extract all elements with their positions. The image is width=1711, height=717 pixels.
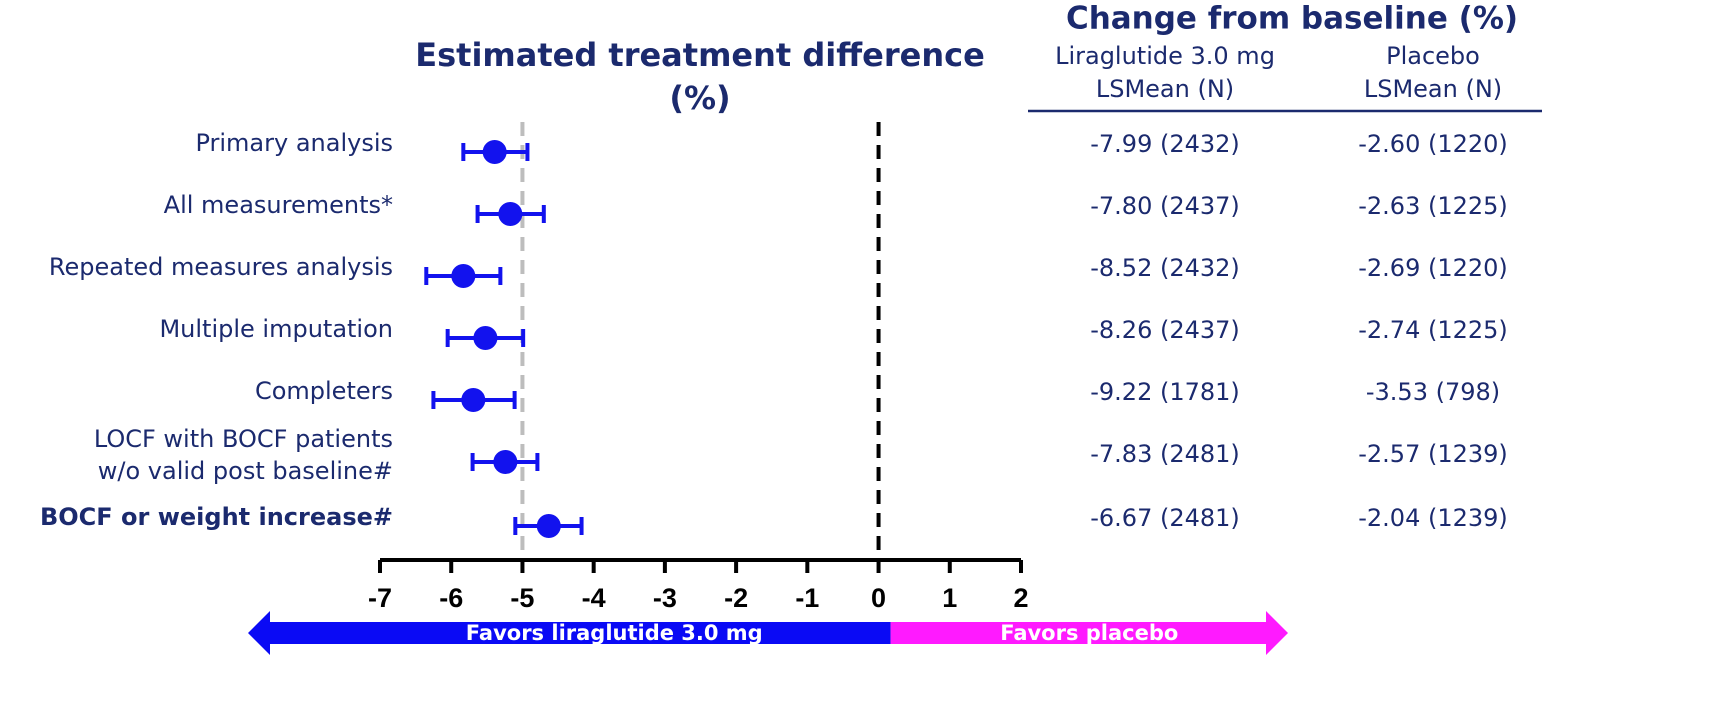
x-tick-label: -1 [795,583,819,613]
point-estimate [473,326,498,350]
table-cell: -3.53 (798) [1366,378,1500,406]
column-header: Placebo [1386,42,1480,70]
table-cell: -8.26 (2437) [1090,316,1240,344]
point-estimate [536,514,561,538]
favors-arrow-right [890,611,1288,655]
column-header: Liraglutide 3.0 mg [1055,42,1275,70]
arrow-label: Favors placebo [1000,621,1178,645]
category-label: Primary analysis [195,129,393,157]
category-label: All measurements* [164,191,393,219]
table-cell: -2.04 (1239) [1358,504,1508,532]
chart-title: (%) [669,79,730,117]
x-tick-label: 1 [942,583,957,613]
x-tick-label: -7 [368,583,392,613]
x-tick-label: -4 [582,583,606,613]
table-cell: -7.99 (2432) [1090,130,1240,158]
column-header: LSMean (N) [1364,75,1502,103]
table-cell: -2.74 (1225) [1358,316,1508,344]
x-tick-label: -6 [439,583,463,613]
point-estimate [493,450,518,474]
table-cell: -2.63 (1225) [1358,192,1508,220]
point-estimate [461,388,486,412]
point-estimate [451,264,476,288]
category-label: Repeated measures analysis [49,253,393,281]
category-label: w/o valid post baseline# [98,457,393,485]
table-cell: -2.69 (1220) [1358,254,1508,282]
table-cell: -6.67 (2481) [1090,504,1240,532]
category-label: Multiple imputation [159,315,393,343]
table-cell: -2.57 (1239) [1358,440,1508,468]
category-label: LOCF with BOCF patients [94,425,393,453]
chart-title: Estimated treatment difference [415,36,985,74]
x-tick-label: -5 [510,583,534,613]
category-label: BOCF or weight increase# [40,503,393,531]
point-estimate [482,140,507,164]
table-cell: -7.80 (2437) [1090,192,1240,220]
arrow-label: Favors liraglutide 3.0 mg [466,621,763,645]
table-cell: -8.52 (2432) [1090,254,1240,282]
table-cell: -9.22 (1781) [1090,378,1240,406]
x-tick-label: 0 [871,583,886,613]
point-estimate [498,202,523,226]
favors-arrow-left [248,611,891,655]
table-title: Change from baseline (%) [1066,1,1518,37]
column-header: LSMean (N) [1096,75,1234,103]
category-label: Completers [255,377,393,405]
table-cell: -2.60 (1220) [1358,130,1508,158]
table-cell: -7.83 (2481) [1090,440,1240,468]
x-tick-label: -2 [724,583,748,613]
x-tick-label: -3 [653,583,677,613]
x-tick-label: 2 [1013,583,1028,613]
